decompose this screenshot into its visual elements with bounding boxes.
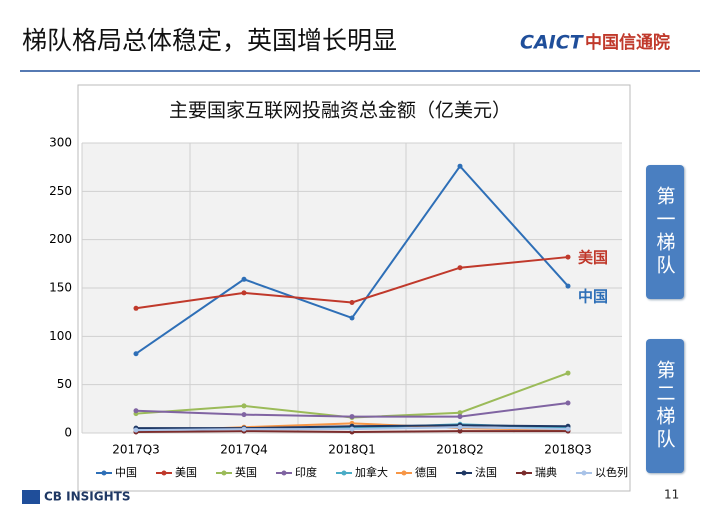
- y-tick-label: 100: [49, 329, 72, 343]
- x-tick-label: 2018Q1: [328, 443, 376, 457]
- legend-label: 美国: [175, 466, 197, 479]
- legend-label: 中国: [115, 466, 137, 479]
- point: [565, 283, 571, 289]
- point: [241, 426, 247, 432]
- point: [457, 428, 463, 434]
- y-tick-label: 250: [49, 184, 72, 198]
- point: [133, 408, 139, 414]
- point: [565, 400, 571, 406]
- annotation: 中国: [578, 288, 608, 306]
- point: [133, 351, 139, 357]
- point: [457, 424, 463, 430]
- footer-logo: [22, 490, 40, 504]
- legend-marker: [281, 470, 287, 476]
- point: [241, 403, 247, 409]
- legend-label: 印度: [295, 465, 317, 479]
- point: [565, 370, 571, 376]
- legend-label: 德国: [415, 465, 437, 479]
- point: [457, 163, 463, 169]
- legend-marker: [521, 470, 527, 476]
- point: [349, 414, 355, 420]
- point: [349, 300, 355, 305]
- point: [349, 426, 355, 432]
- tier-box: 第一梯队: [646, 165, 684, 299]
- y-tick-label: 200: [49, 232, 72, 246]
- point: [349, 315, 355, 321]
- footer-source: CB INSIGHTS: [44, 490, 130, 504]
- x-tick-label: 2017Q3: [112, 443, 160, 457]
- point: [565, 426, 571, 432]
- logo-en: CAICT: [520, 32, 585, 54]
- legend-marker: [341, 470, 347, 476]
- y-tick-label: 0: [64, 426, 72, 440]
- point: [565, 254, 571, 260]
- legend-marker: [221, 470, 227, 476]
- y-tick-label: 150: [49, 281, 72, 295]
- chart-title: 主要国家互联网投融资总金额（亿美元）: [169, 100, 511, 122]
- point: [457, 410, 463, 416]
- point: [133, 305, 139, 311]
- x-tick-label: 2017Q4: [220, 443, 268, 457]
- x-tick-label: 2018Q2: [436, 443, 484, 457]
- point: [457, 265, 463, 271]
- legend-label: 英国: [235, 465, 257, 479]
- logo-cn: 中国信通院: [585, 32, 670, 53]
- point: [241, 412, 247, 418]
- point: [241, 290, 247, 296]
- page-number: 11: [664, 488, 679, 502]
- legend-label: 以色列: [595, 465, 628, 479]
- legend-label: 加拿大: [355, 465, 388, 479]
- legend-marker: [101, 470, 107, 476]
- legend-marker: [401, 470, 407, 476]
- legend-label: 法国: [475, 465, 497, 479]
- legend-marker: [461, 470, 467, 476]
- point: [457, 414, 463, 420]
- legend-marker: [581, 470, 587, 476]
- point: [241, 276, 247, 282]
- y-tick-label: 50: [57, 377, 72, 391]
- legend-marker: [161, 470, 167, 476]
- x-tick-label: 2018Q3: [544, 443, 592, 457]
- tier-box: 第二梯队: [646, 339, 684, 473]
- y-tick-label: 300: [49, 136, 72, 150]
- legend-label: 瑞典: [535, 465, 557, 479]
- slide-title: 梯队格局总体稳定，英国增长明显: [22, 26, 397, 55]
- annotation: 美国: [578, 249, 608, 267]
- point: [133, 427, 139, 433]
